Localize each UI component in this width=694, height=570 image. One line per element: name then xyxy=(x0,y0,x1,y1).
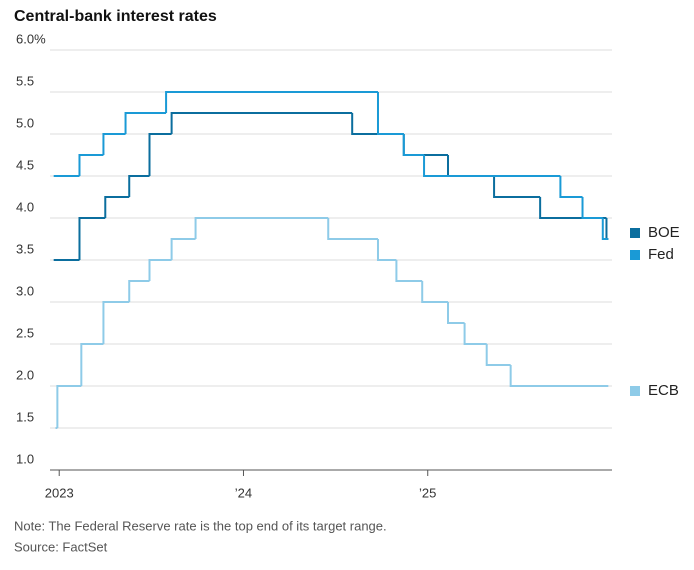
legend-swatch xyxy=(630,250,640,260)
legend-swatch xyxy=(630,386,640,396)
step-line xyxy=(80,343,104,386)
step-line xyxy=(102,133,126,155)
y-tick-label: 1.0 xyxy=(16,451,34,466)
step-line xyxy=(78,217,106,260)
step-line xyxy=(493,176,541,198)
step-line xyxy=(376,92,404,135)
y-tick-label: 4.0 xyxy=(16,199,34,214)
step-line xyxy=(170,112,353,134)
step-line xyxy=(78,154,104,176)
legend-swatch xyxy=(630,228,640,238)
step-line xyxy=(601,218,609,240)
legend-label: BOE xyxy=(648,224,680,241)
y-tick-label: 2.0 xyxy=(16,367,34,382)
y-tick-label: 1.5 xyxy=(16,409,34,424)
y-tick-label: 5.5 xyxy=(16,73,34,88)
step-line xyxy=(104,196,130,218)
legend-label: ECB xyxy=(648,382,679,399)
step-line xyxy=(485,344,511,366)
step-line xyxy=(170,238,196,260)
step-line xyxy=(402,134,449,156)
step-line xyxy=(539,197,607,219)
step-line xyxy=(148,259,172,281)
step-line xyxy=(421,281,449,303)
x-tick-label: ’25 xyxy=(419,485,436,500)
note: Note: The Federal Reserve rate is the to… xyxy=(14,518,387,533)
x-tick-label: ’24 xyxy=(235,485,252,500)
y-tick-label: 6.0% xyxy=(16,31,46,46)
step-line xyxy=(423,155,561,177)
step-line xyxy=(128,175,150,197)
legend-label: Fed xyxy=(648,246,674,263)
y-tick-label: 5.0 xyxy=(16,115,34,130)
step-line xyxy=(194,217,329,239)
step-line xyxy=(124,112,167,134)
step-line xyxy=(102,301,130,344)
chart-title: Central-bank interest rates xyxy=(14,8,217,25)
step-line xyxy=(376,239,397,261)
step-line xyxy=(509,365,609,387)
step-line xyxy=(463,323,487,345)
step-line xyxy=(165,91,378,113)
y-tick-label: 3.5 xyxy=(16,241,34,256)
source: Source: FactSet xyxy=(14,539,108,554)
step-line xyxy=(128,280,150,302)
step-line xyxy=(581,197,603,219)
y-tick-label: 3.0 xyxy=(16,283,34,298)
step-line xyxy=(327,218,378,240)
step-line xyxy=(402,134,425,156)
y-tick-label: 4.5 xyxy=(16,157,34,172)
step-line xyxy=(605,218,609,240)
step-line xyxy=(559,176,583,198)
step-line xyxy=(56,385,82,428)
step-line xyxy=(395,260,423,282)
step-line xyxy=(148,133,172,176)
x-tick-label: 2023 xyxy=(45,485,74,500)
step-line xyxy=(447,155,495,177)
y-tick-label: 2.5 xyxy=(16,325,34,340)
step-line xyxy=(447,302,465,324)
